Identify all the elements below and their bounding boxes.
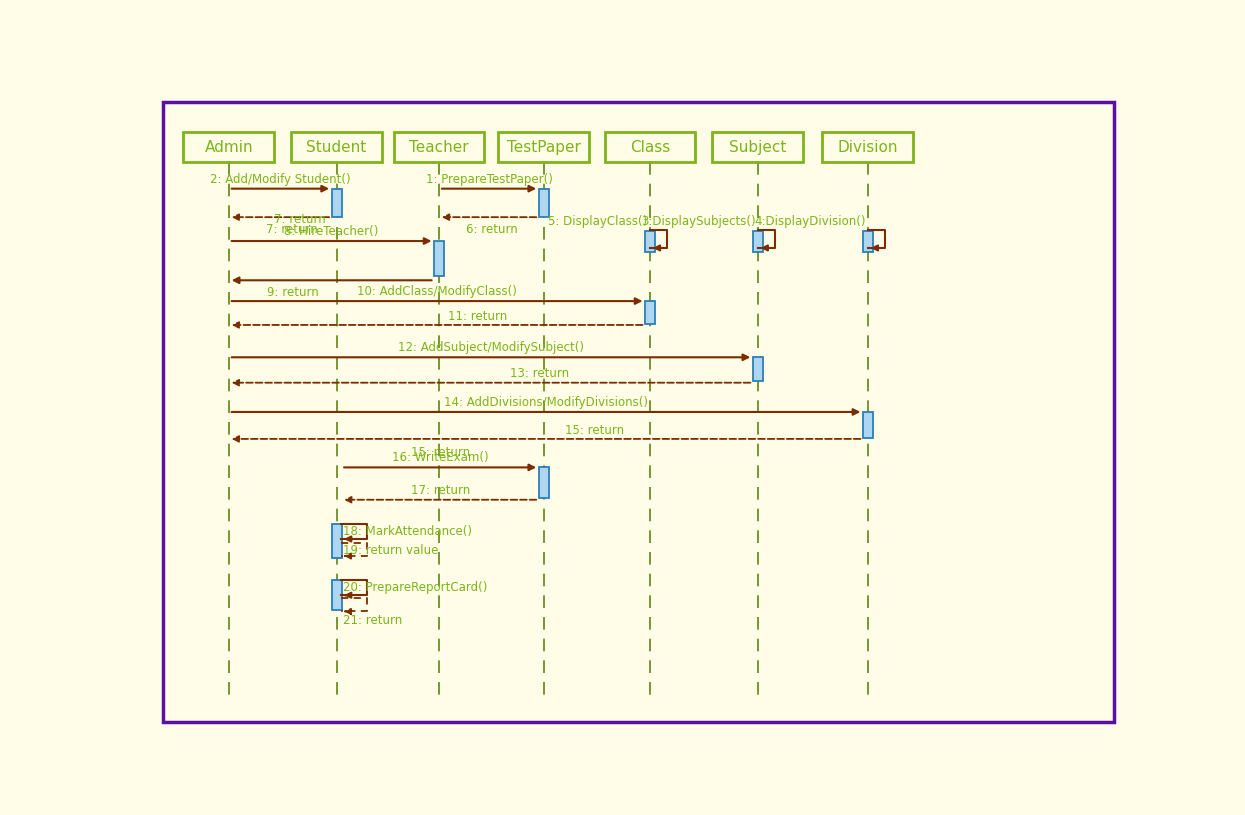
Bar [753,357,763,381]
Bar [539,188,549,217]
Text: Subject: Subject [730,139,787,155]
Text: TestPaper: TestPaper [507,139,580,155]
Bar [539,467,549,498]
Text: Admin: Admin [204,139,253,155]
Text: 3:DisplaySubjects(): 3:DisplaySubjects() [641,215,756,228]
Bar [331,523,341,558]
Bar [331,188,341,217]
Text: 8: HireTeacher(): 8: HireTeacher() [284,225,378,238]
Text: 7: return: 7: return [274,214,325,227]
Text: 19: return value: 19: return value [342,544,438,557]
Text: 5: DisplayClass(): 5: DisplayClass() [549,215,647,228]
FancyBboxPatch shape [183,132,274,162]
Text: 21: return: 21: return [342,614,402,627]
Bar [435,241,444,276]
Text: 15: return: 15: return [411,446,469,459]
Text: 16: WriteExam(): 16: WriteExam() [392,452,488,465]
FancyBboxPatch shape [712,132,803,162]
Text: 4:DisplayDivision(): 4:DisplayDivision() [754,215,865,228]
Text: 15: return: 15: return [565,424,624,437]
Text: 17: return: 17: return [411,484,469,497]
Bar [863,231,873,252]
Text: 7: return: 7: return [265,223,317,236]
Text: 10: AddClass/ModifyClass(): 10: AddClass/ModifyClass() [357,285,517,298]
Bar [645,301,655,324]
Text: 13: return: 13: return [510,368,569,381]
Text: 11: return: 11: return [448,310,508,323]
Text: 18: MarkAttendance(): 18: MarkAttendance() [342,525,472,538]
Text: 14: AddDivisions/ModifyDivisions(): 14: AddDivisions/ModifyDivisions() [444,396,649,409]
Text: Division: Division [838,139,898,155]
Text: Student: Student [306,139,367,155]
Text: 20: PrepareReportCard(): 20: PrepareReportCard() [342,581,487,594]
Text: 2: Add/Modify Student(): 2: Add/Modify Student() [210,173,351,186]
FancyBboxPatch shape [605,132,696,162]
FancyBboxPatch shape [823,132,914,162]
FancyBboxPatch shape [498,132,589,162]
Text: Teacher: Teacher [410,139,469,155]
Bar [753,231,763,252]
Text: 1: PrepareTestPaper(): 1: PrepareTestPaper() [426,173,553,186]
Text: 12: AddSubject/ModifySubject(): 12: AddSubject/ModifySubject() [398,341,584,355]
Text: 9: return: 9: return [268,286,319,299]
Text: Class: Class [630,139,670,155]
FancyBboxPatch shape [393,132,484,162]
Bar [331,579,341,610]
Bar [863,412,873,438]
FancyBboxPatch shape [163,102,1113,721]
Bar [645,231,655,252]
Text: 6: return: 6: return [466,223,517,236]
FancyBboxPatch shape [291,132,382,162]
